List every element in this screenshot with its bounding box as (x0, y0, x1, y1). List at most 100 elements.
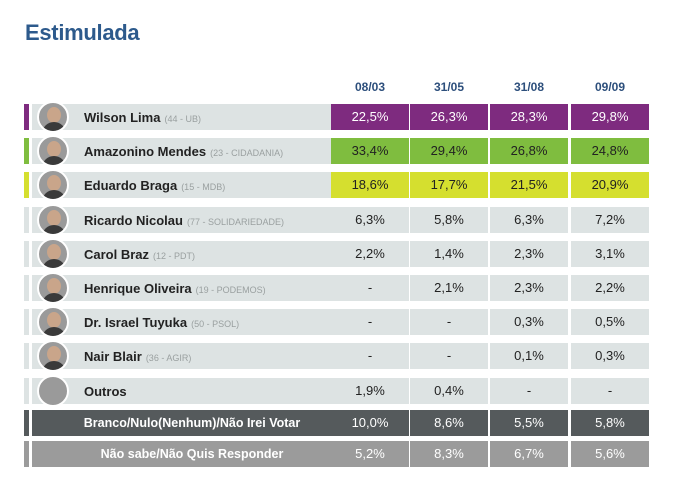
party-label: (50 - PSOL) (191, 319, 240, 330)
value-cell: 8,6% (410, 410, 488, 436)
value-cell: 17,7% (410, 172, 488, 199)
value-cell: 5,8% (410, 206, 488, 233)
table-row: Henrique Oliveira (19 - PODEMOS) -2,1% 2,3%… (24, 272, 650, 304)
avatar (37, 340, 69, 373)
value-cell: - (410, 343, 488, 370)
avatar-head (47, 312, 61, 329)
avatar-body (42, 122, 66, 131)
avatar (37, 237, 69, 270)
table-row: Amazonino Mendes (23 - CIDADANIA) 33,4% 29,… (24, 135, 650, 168)
candidate-name: Dr. Israel Tuyuka (50 - PSOL) (84, 315, 239, 330)
table-row: Nair Blair (36 - AGIR) - -0,1% 0,3% (24, 340, 650, 373)
avatar (37, 374, 69, 407)
row-color-stripe (24, 343, 29, 370)
candidate-name: Eduardo Braga (15 - MDB) (84, 178, 225, 193)
row-color-stripe (24, 206, 29, 233)
value-cell: 2,2% (571, 275, 649, 301)
avatar (37, 169, 69, 202)
value-cell: 29,8% (571, 104, 649, 130)
value-cell: 6,7% (490, 441, 568, 467)
avatar-head (47, 175, 61, 192)
row-color-stripe (24, 138, 29, 165)
value-cell: 0,4% (410, 377, 488, 404)
row-color-stripe (24, 309, 29, 336)
row-color-stripe (24, 275, 29, 301)
value-cell: 5,6% (571, 441, 649, 467)
avatar-head (47, 278, 61, 294)
summary-label: Não sabe/Não Quis Responder (32, 441, 352, 467)
value-cell: 18,6% (331, 172, 409, 199)
avatar (37, 135, 69, 168)
name-cell (32, 275, 352, 301)
avatar-body (42, 258, 66, 268)
candidate-name: Carol Braz (12 - PDT) (84, 247, 195, 262)
name-cell (32, 343, 352, 370)
row-color-stripe (24, 377, 29, 404)
avatar-body (42, 190, 66, 200)
column-header: 08/03 (354, 80, 386, 94)
candidate-name: Wilson Lima (44 - UB) (84, 110, 201, 125)
candidate-name: Nair Blair (36 - AGIR) (84, 349, 191, 364)
candidate-name-text: Carol Braz (84, 246, 150, 262)
party-label: (77 - SOLIDARIEDADE) (186, 216, 284, 227)
value-cell: 5,5% (490, 410, 568, 436)
avatar (37, 306, 69, 339)
summary-row: Branco/Nulo(Nenhum)/Não Irei Votar 10,0% 8… (24, 410, 650, 436)
name-cell (32, 377, 352, 404)
value-cell: 2,3% (490, 240, 568, 267)
avatar (37, 272, 69, 304)
candidate-name-text: Dr. Israel Tuyuka (84, 315, 188, 331)
avatar (37, 203, 69, 236)
value-cell: 0,5% (571, 309, 649, 336)
candidate-name-text: Henrique Oliveira (84, 281, 192, 296)
row-color-stripe (24, 172, 29, 199)
row-color-stripe (24, 410, 29, 436)
row-color-stripe (24, 441, 29, 467)
table-row: Outros 1,9% 0,4% - - (24, 374, 650, 407)
value-cell: 10,0% (331, 410, 409, 436)
page-title: Estimulada (25, 20, 140, 45)
candidate-name: Ricardo Nicolau (77 - SOLIDARIEDADE) (84, 213, 284, 228)
party-label: (23 - CIDADANIA) (210, 148, 284, 159)
candidate-name-text: Outros (84, 383, 127, 399)
value-cell: 1,4% (410, 240, 488, 267)
value-cell: - (331, 309, 409, 336)
column-header: 31/08 (513, 80, 545, 94)
candidate-name-text: Nair Blair (84, 349, 142, 365)
table-row: Ricardo Nicolau (77 - SOLIDARIEDADE) 6,3% 5… (24, 203, 650, 236)
value-cell: 5,2% (331, 441, 409, 467)
party-label: (44 - UB) (164, 114, 201, 124)
value-cell: 24,8% (571, 138, 649, 165)
row-color-stripe (24, 240, 29, 267)
value-cell: 6,3% (490, 206, 568, 233)
column-header: 31/05 (433, 80, 465, 94)
avatar-body (42, 224, 66, 234)
value-cell: 20,9% (571, 172, 649, 199)
value-cell: 26,8% (490, 138, 568, 165)
value-cell: 21,5% (490, 172, 568, 199)
value-cell: 28,3% (490, 104, 568, 130)
avatar (37, 101, 69, 133)
name-cell (32, 309, 352, 336)
avatar-head (47, 243, 61, 260)
party-label: (19 - PODEMOS) (195, 285, 266, 295)
row-color-stripe (24, 104, 29, 130)
name-cell (32, 206, 352, 233)
value-cell: 2,3% (490, 275, 568, 301)
candidate-name-text: Ricardo Nicolau (84, 212, 183, 228)
avatar-body (42, 156, 66, 166)
name-cell (32, 138, 352, 165)
party-label: (15 - MDB) (181, 182, 226, 193)
avatar-head (47, 107, 61, 123)
name-cell (32, 104, 352, 130)
column-header: 09/09 (594, 80, 626, 94)
value-cell: 0,1% (490, 343, 568, 370)
value-cell: 5,8% (571, 410, 649, 436)
value-cell: 0,3% (490, 309, 568, 336)
value-cell: 26,3% (410, 104, 488, 130)
avatar-head (47, 141, 61, 158)
table-row: Dr. Israel Tuyuka (50 - PSOL) - -0,3% 0,5% (24, 306, 650, 339)
party-label: (36 - AGIR) (145, 353, 192, 364)
candidate-name: Outros (84, 384, 127, 399)
name-cell (32, 172, 352, 199)
